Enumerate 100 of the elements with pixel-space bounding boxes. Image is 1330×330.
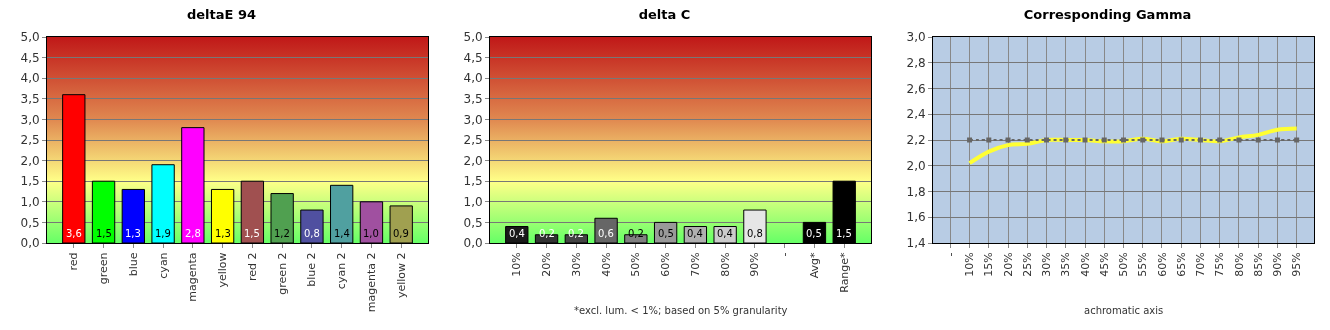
x-tick-label: yellow 2 [394, 252, 408, 299]
x-tick-label: 90% [748, 252, 762, 277]
y-tick-label: 3,5 [463, 92, 483, 106]
data-label: 1,0 [363, 228, 379, 239]
x-tick-label: 65% [1174, 252, 1188, 277]
y-tick-label: 4,0 [20, 71, 40, 86]
y-tick-label: 3,0 [463, 112, 483, 127]
x-tick-label: 50% [1117, 252, 1131, 277]
x-tick-label: 35% [1059, 252, 1073, 277]
x-tick-label: 15% [982, 252, 996, 277]
x-tick-label: cyan 2 [335, 252, 349, 290]
y-tick-label: 2,4 [906, 107, 926, 122]
y-tick-label: 2,0 [463, 153, 483, 168]
data-label: 1,5 [836, 228, 852, 239]
data-label: 0,5 [806, 228, 822, 239]
data-label: 0,6 [598, 228, 614, 239]
data-label: 0,8 [747, 228, 763, 239]
x-tick-label: red [67, 252, 81, 271]
x-tick-label: cyan [156, 252, 170, 279]
y-tick-label: 3,5 [20, 92, 40, 106]
y-tick-label: 4,0 [463, 71, 483, 86]
y-tick-label: 4,5 [20, 50, 40, 65]
data-label: 0,9 [393, 228, 409, 239]
y-tick-label: 1,8 [906, 184, 926, 199]
y-tick-label: 2,6 [906, 81, 926, 96]
x-tick-label: 75% [1213, 252, 1227, 277]
data-label: 2,8 [185, 228, 201, 239]
x-tick-label: 40% [1078, 252, 1092, 277]
x-axis-title: achromatic axis [1084, 305, 1164, 316]
y-tick-label: 2,5 [20, 133, 40, 148]
x-tick-label: magenta 2 [365, 252, 379, 313]
data-label: 0,4 [687, 228, 703, 239]
x-tick-label: blue 2 [305, 252, 319, 287]
x-tick-label: 45% [1097, 252, 1111, 277]
y-tick-label: 1,5 [20, 174, 40, 189]
x-tick-label: 50% [629, 252, 643, 277]
data-label: 1,2 [274, 228, 290, 239]
x-tick-label: 70% [688, 252, 702, 277]
x-tick-label: red 2 [245, 252, 259, 281]
x-tick-label: green 2 [275, 252, 289, 295]
y-tick-label: 2,8 [906, 55, 926, 70]
x-tick-label: 70% [1194, 252, 1208, 277]
data-label: 3,6 [66, 228, 82, 239]
data-label: 1,4 [334, 228, 350, 239]
data-label: 0,4 [717, 228, 733, 239]
y-tick-label: 2,0 [906, 158, 926, 173]
x-tick-label: 80% [1232, 252, 1246, 277]
data-label: 0,2 [539, 228, 555, 239]
chart-title: delta C [638, 6, 691, 22]
x-tick-label: 60% [659, 252, 673, 277]
y-tick-label: 0,0 [20, 236, 40, 251]
data-label: 1,9 [155, 228, 171, 239]
x-tick-label: magenta [186, 252, 200, 302]
data-label: 0,8 [304, 228, 320, 239]
y-tick-label: 3,0 [906, 30, 926, 45]
y-tick-label: 1,0 [20, 195, 40, 209]
y-tick-label: 0,0 [463, 236, 483, 251]
y-tick-label: 1,6 [906, 210, 926, 225]
x-tick-label: 10% [510, 252, 524, 277]
x-tick-label: - [943, 252, 957, 257]
y-tick-label: 2,2 [906, 133, 926, 148]
y-tick-label: 1,0 [463, 195, 483, 209]
x-tick-label: Avg* [808, 251, 822, 279]
x-tick-label: 10% [963, 252, 977, 277]
x-tick-label: 95% [1290, 252, 1304, 277]
y-tick-label: 0,5 [463, 215, 483, 230]
x-tick-label: 60% [1155, 252, 1169, 277]
y-tick-label: 2,5 [463, 133, 483, 148]
data-label: 0,2 [568, 228, 584, 239]
data-label: 0,5 [658, 228, 674, 239]
x-tick-label: - [778, 252, 792, 257]
x-tick-label: 40% [599, 252, 613, 277]
x-tick-label: 25% [1020, 252, 1034, 277]
x-tick-label: Range* [837, 251, 851, 293]
y-tick-label: 0,5 [20, 215, 40, 230]
y-tick-label: 1,5 [463, 174, 483, 189]
x-tick-label: green [97, 252, 111, 285]
data-label: 1,5 [96, 228, 112, 239]
y-tick-label: 4,5 [463, 50, 483, 65]
y-tick-label: 2,0 [20, 153, 40, 168]
x-tick-label: yellow [216, 252, 230, 288]
chart-title: Corresponding Gamma [1023, 6, 1192, 22]
y-tick-label: 3,0 [20, 112, 40, 127]
text: *excl. lum. < 1%; based on 5% granularity [574, 305, 788, 316]
y-tick-label: 1,4 [906, 236, 926, 251]
chart-title: deltaE 94 [186, 6, 257, 22]
data-label: 1,3 [215, 228, 231, 239]
x-tick-label: 80% [718, 252, 732, 277]
x-tick-label: blue [126, 252, 140, 277]
x-tick-label: 30% [1040, 252, 1054, 277]
data-label: 1,3 [125, 228, 141, 239]
x-tick-label: 90% [1271, 252, 1285, 277]
x-tick-label: 85% [1251, 252, 1265, 277]
data-label: 1,5 [244, 228, 260, 239]
y-tick-label: 5,0 [463, 30, 483, 45]
y-tick-label: 5,0 [20, 30, 40, 45]
x-tick-label: 20% [1001, 252, 1015, 277]
x-tick-label: 55% [1136, 252, 1150, 277]
x-tick-label: 30% [569, 252, 583, 277]
x-tick-label: 20% [540, 252, 554, 277]
